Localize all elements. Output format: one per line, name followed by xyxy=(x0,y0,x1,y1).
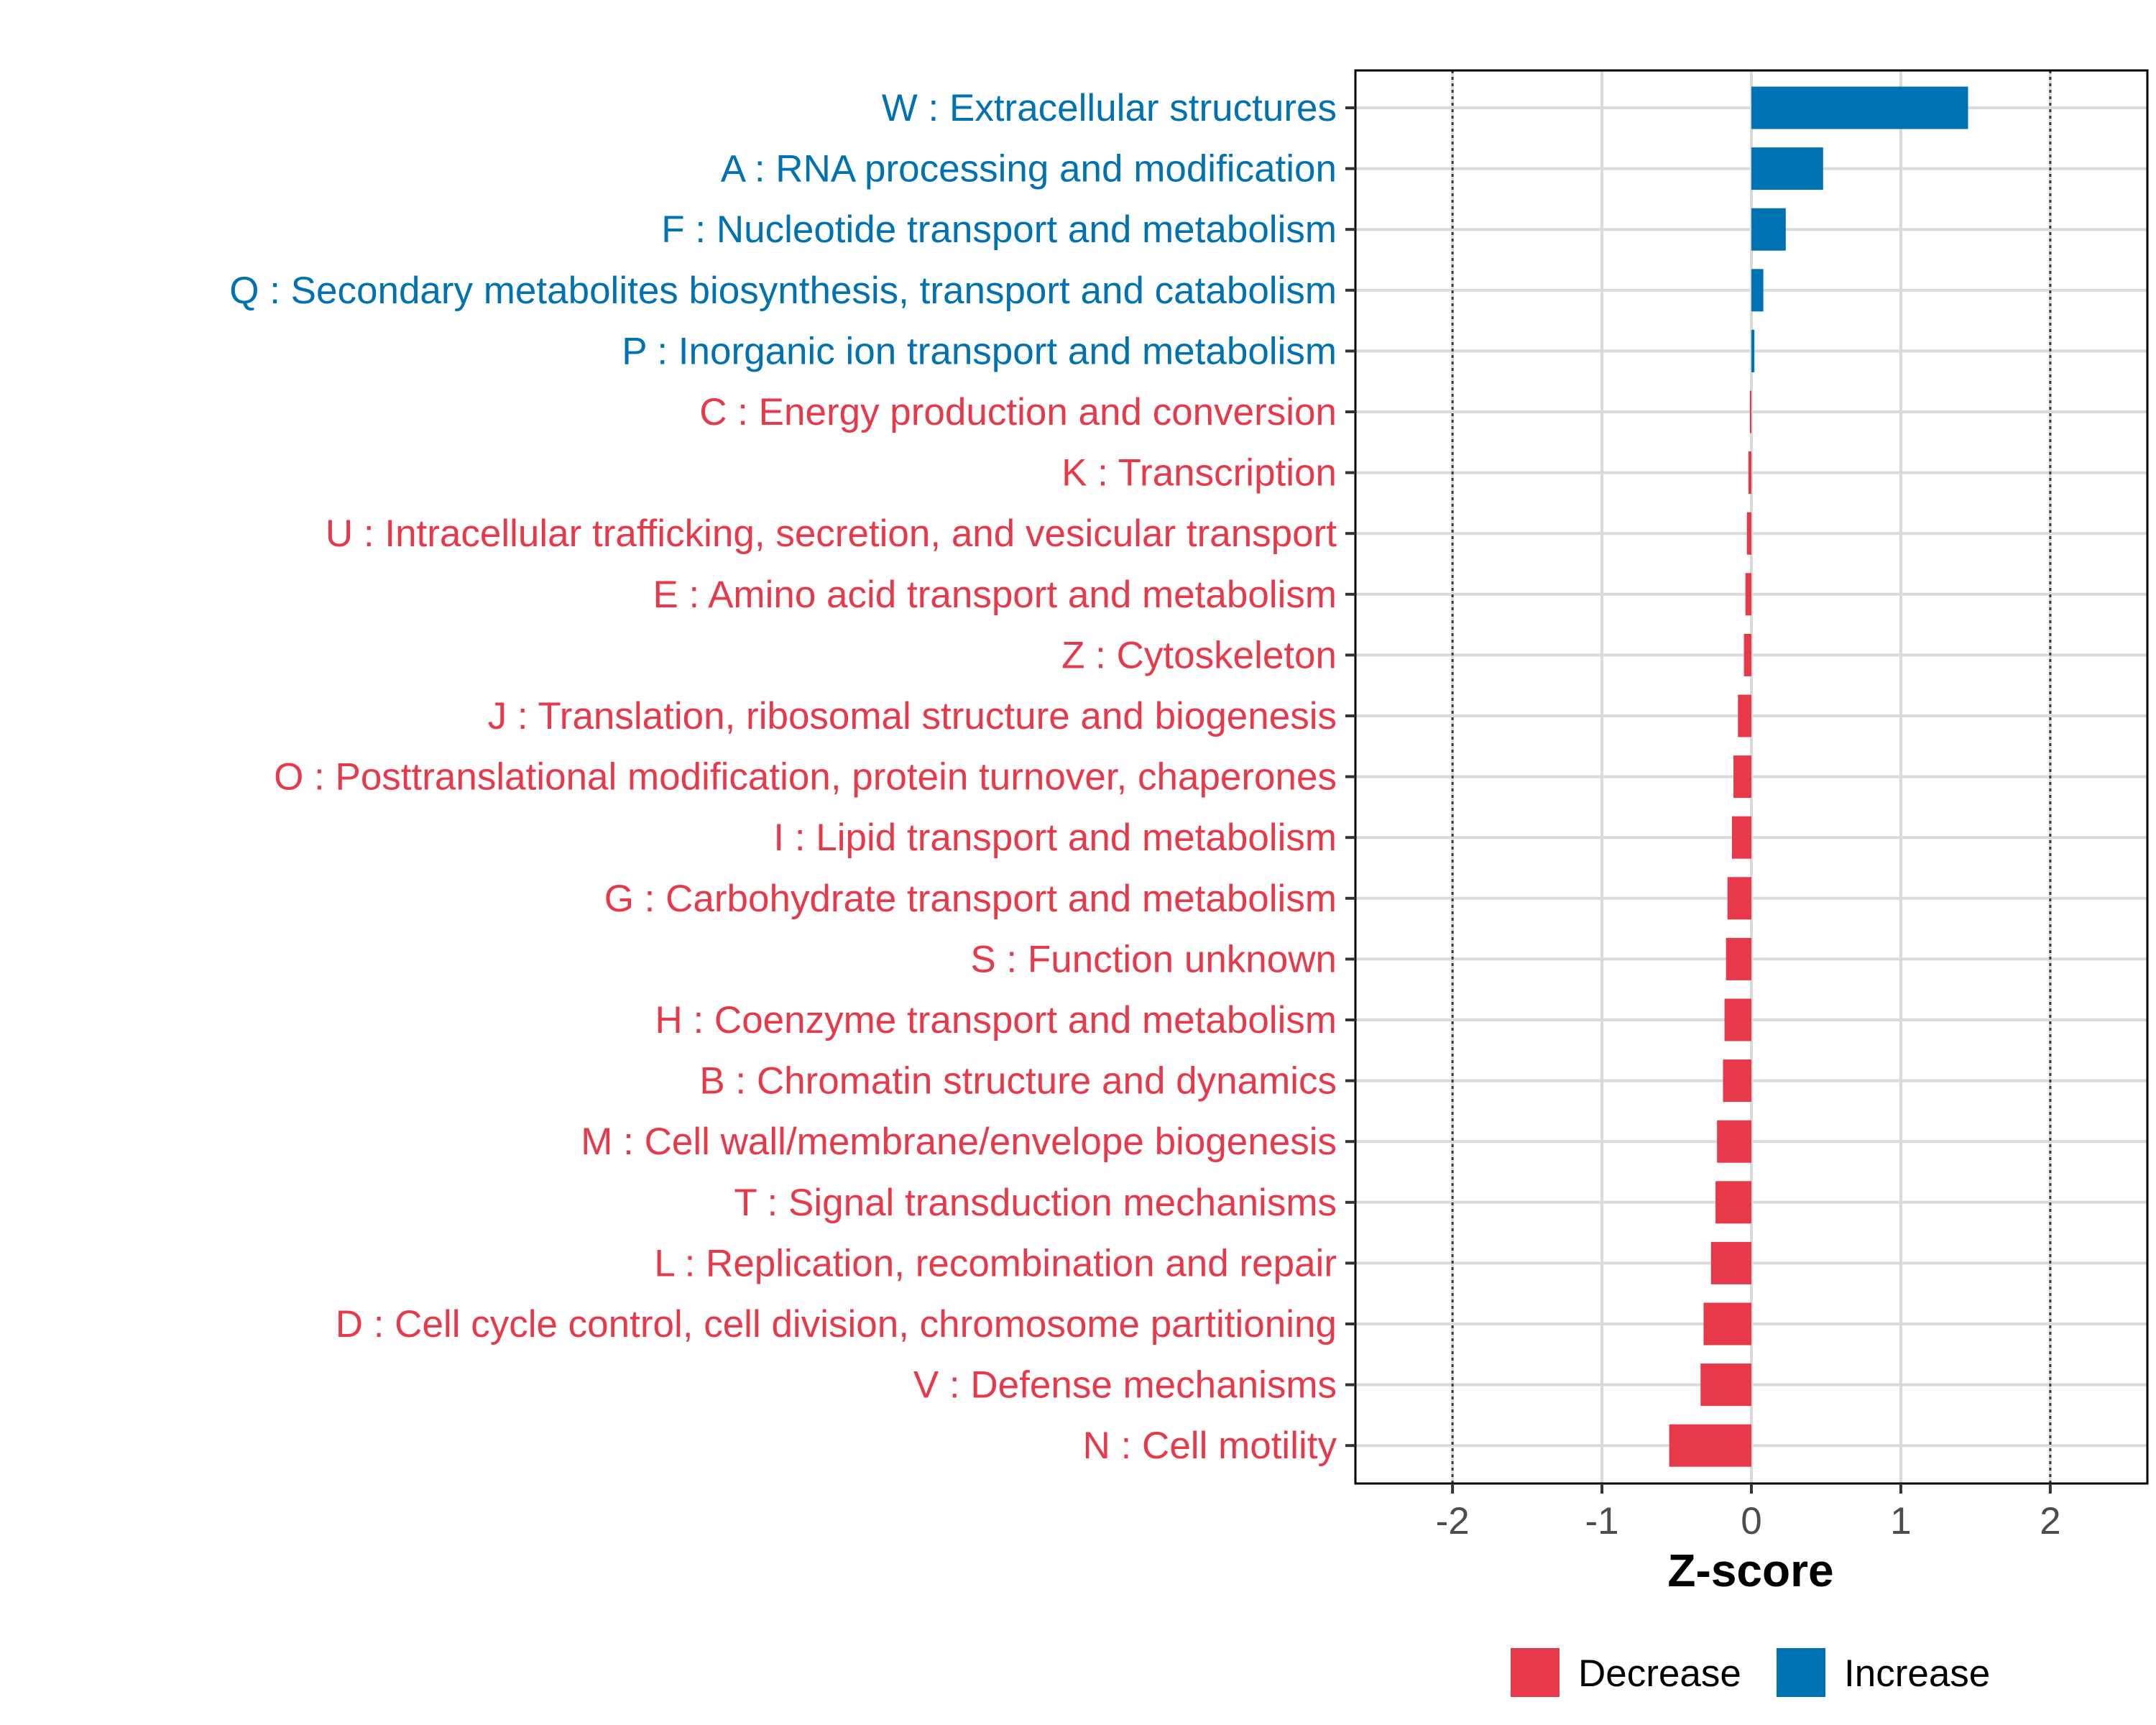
category-label: C : Energy production and conversion xyxy=(699,391,1337,433)
category-label: P : Inorganic ion transport and metaboli… xyxy=(622,330,1337,372)
legend-label: Increase xyxy=(1844,1652,1990,1695)
bar xyxy=(1731,816,1751,859)
bar xyxy=(1751,147,1823,190)
category-label: J : Translation, ribosomal structure and… xyxy=(488,695,1337,737)
category-labels: W : Extracellular structures A : RNA proc… xyxy=(229,87,1337,1467)
category-label: Q : Secondary metabolites biosynthesis, … xyxy=(229,270,1337,312)
bar xyxy=(1703,1302,1751,1346)
bar xyxy=(1726,937,1751,980)
category-label: W : Extracellular structures xyxy=(882,87,1337,129)
category-label: M : Cell wall/membrane/envelope biogenes… xyxy=(581,1121,1337,1163)
category-label: H : Coenzyme transport and metabolism xyxy=(655,999,1337,1041)
bar xyxy=(1723,1059,1751,1103)
bar xyxy=(1700,1363,1751,1407)
x-tick-label: 2 xyxy=(2040,1500,2060,1542)
x-tick-label: 1 xyxy=(1890,1500,1911,1542)
category-label: F : Nucleotide transport and metabolism xyxy=(661,208,1337,251)
category-label: T : Signal transduction mechanisms xyxy=(734,1182,1337,1224)
bar xyxy=(1748,451,1751,494)
category-label: S : Function unknown xyxy=(970,938,1337,980)
bar xyxy=(1751,269,1764,312)
bar xyxy=(1751,86,1968,129)
bar xyxy=(1751,329,1755,372)
x-tick-label: 0 xyxy=(1741,1500,1761,1542)
category-label: D : Cell cycle control, cell division, c… xyxy=(336,1303,1337,1346)
category-label: E : Amino acid transport and metabolism xyxy=(653,574,1337,616)
bar xyxy=(1745,573,1751,616)
bar xyxy=(1717,1120,1751,1163)
x-tick-label: -1 xyxy=(1585,1500,1619,1542)
bar xyxy=(1727,877,1751,920)
x-tick-label: -2 xyxy=(1436,1500,1470,1542)
category-label: K : Transcription xyxy=(1061,452,1337,494)
legend-swatch xyxy=(1777,1648,1825,1697)
bar xyxy=(1743,633,1751,676)
bar xyxy=(1733,755,1751,799)
category-label: G : Carbohydrate transport and metabolis… xyxy=(604,878,1337,920)
category-label: B : Chromatin structure and dynamics xyxy=(699,1060,1337,1103)
bar xyxy=(1751,208,1786,251)
bar xyxy=(1724,998,1751,1041)
x-axis: -2 -1 0 1 2 xyxy=(1345,106,2061,1542)
category-label: N : Cell motility xyxy=(1083,1425,1337,1467)
category-label: A : RNA processing and modification xyxy=(721,148,1337,190)
legend-swatch xyxy=(1511,1648,1560,1697)
bar xyxy=(1669,1424,1751,1467)
bar xyxy=(1749,390,1751,433)
bar xyxy=(1746,512,1751,555)
bar xyxy=(1715,1181,1751,1224)
category-label: L : Replication, recombination and repai… xyxy=(654,1242,1337,1284)
bar xyxy=(1738,694,1751,737)
legend-label: Decrease xyxy=(1578,1652,1741,1695)
bar-layer xyxy=(1669,86,1968,1467)
category-label: I : Lipid transport and metabolism xyxy=(773,816,1337,859)
category-label: V : Defense mechanisms xyxy=(913,1364,1337,1407)
legend: Decrease Increase xyxy=(1511,1648,1990,1697)
x-axis-title: Z-score xyxy=(1667,1545,1833,1596)
category-label: O : Posttranslational modification, prot… xyxy=(274,756,1337,799)
category-label: Z : Cytoskeleton xyxy=(1061,634,1337,676)
category-label: U : Intracellular trafficking, secretion… xyxy=(326,512,1337,555)
bar xyxy=(1710,1241,1751,1284)
